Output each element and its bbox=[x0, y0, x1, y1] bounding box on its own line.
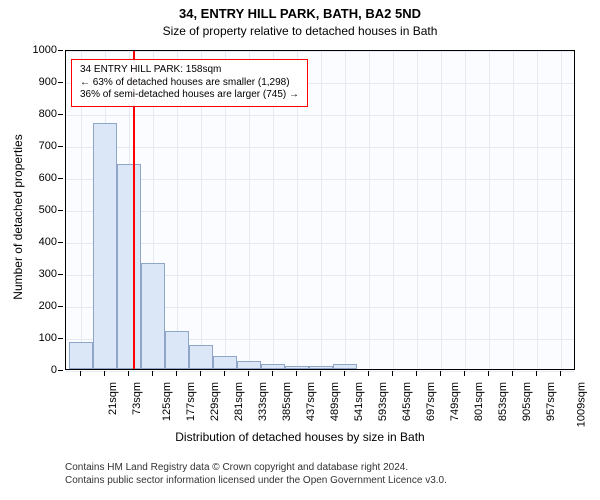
x-tick-mark bbox=[368, 371, 369, 376]
gridline-vertical bbox=[417, 51, 418, 369]
histogram-bar bbox=[141, 263, 165, 369]
x-tick-mark bbox=[152, 371, 153, 376]
chart-title-sub: Size of property relative to detached ho… bbox=[0, 24, 600, 38]
x-tick-label: 801sqm bbox=[473, 382, 485, 421]
gridline-vertical bbox=[345, 51, 346, 369]
x-tick-label: 125sqm bbox=[161, 382, 173, 421]
x-tick-mark bbox=[440, 371, 441, 376]
x-tick-label: 21sqm bbox=[107, 382, 119, 415]
x-tick-mark bbox=[296, 371, 297, 376]
plot-area: 34 ENTRY HILL PARK: 158sqm← 63% of detac… bbox=[65, 50, 575, 370]
y-tick-label: 300 bbox=[0, 268, 57, 280]
gridline-horizontal bbox=[66, 243, 574, 244]
x-tick-label: 957sqm bbox=[545, 382, 557, 421]
histogram-bar bbox=[117, 164, 141, 369]
x-tick-mark bbox=[80, 371, 81, 376]
x-tick-label: 1009sqm bbox=[575, 382, 587, 427]
footer-line-2: Contains public sector information licen… bbox=[65, 475, 600, 488]
x-tick-label: 437sqm bbox=[305, 382, 317, 421]
x-tick-label: 905sqm bbox=[521, 382, 533, 421]
annotation-box: 34 ENTRY HILL PARK: 158sqm← 63% of detac… bbox=[71, 59, 308, 107]
annotation-line-3: 36% of semi-detached houses are larger (… bbox=[80, 89, 299, 102]
y-axis-label: Number of detached properties bbox=[11, 57, 25, 377]
x-tick-mark bbox=[344, 371, 345, 376]
gridline-horizontal bbox=[66, 51, 574, 52]
histogram-bar bbox=[309, 366, 333, 369]
gridline-vertical bbox=[393, 51, 394, 369]
x-tick-label: 177sqm bbox=[185, 382, 197, 421]
x-tick-label: 541sqm bbox=[353, 382, 365, 421]
y-tick-label: 100 bbox=[0, 332, 57, 344]
x-tick-mark bbox=[104, 371, 105, 376]
x-tick-label: 749sqm bbox=[449, 382, 461, 421]
histogram-bar bbox=[93, 123, 117, 369]
annotation-line-1: 34 ENTRY HILL PARK: 158sqm bbox=[80, 64, 299, 77]
x-tick-mark bbox=[488, 371, 489, 376]
y-tick-label: 500 bbox=[0, 204, 57, 216]
y-tick-label: 700 bbox=[0, 140, 57, 152]
x-tick-mark bbox=[536, 371, 537, 376]
x-tick-label: 489sqm bbox=[329, 382, 341, 421]
footer-attribution: Contains HM Land Registry data © Crown c… bbox=[0, 462, 600, 487]
x-tick-mark bbox=[320, 371, 321, 376]
x-tick-mark bbox=[248, 371, 249, 376]
x-axis-label: Distribution of detached houses by size … bbox=[0, 430, 600, 444]
annotation-line-2: ← 63% of detached houses are smaller (1,… bbox=[80, 77, 299, 90]
gridline-vertical bbox=[369, 51, 370, 369]
histogram-bar bbox=[261, 364, 285, 369]
histogram-bar bbox=[189, 345, 213, 369]
chart-container: 34, ENTRY HILL PARK, BATH, BA2 5ND Size … bbox=[0, 0, 600, 500]
y-tick-label: 800 bbox=[0, 108, 57, 120]
x-tick-label: 645sqm bbox=[401, 382, 413, 421]
x-tick-label: 333sqm bbox=[257, 382, 269, 421]
x-tick-mark bbox=[272, 371, 273, 376]
gridline-horizontal bbox=[66, 211, 574, 212]
gridline-vertical bbox=[489, 51, 490, 369]
histogram-bar bbox=[285, 366, 309, 369]
x-tick-mark bbox=[416, 371, 417, 376]
x-tick-label: 73sqm bbox=[131, 382, 143, 415]
x-tick-mark bbox=[224, 371, 225, 376]
gridline-vertical bbox=[561, 51, 562, 369]
x-tick-mark bbox=[128, 371, 129, 376]
footer-line-1: Contains HM Land Registry data © Crown c… bbox=[65, 462, 600, 475]
x-tick-mark bbox=[176, 371, 177, 376]
gridline-horizontal bbox=[66, 115, 574, 116]
x-tick-label: 229sqm bbox=[209, 382, 221, 421]
y-tick-label: 400 bbox=[0, 236, 57, 248]
gridline-vertical bbox=[465, 51, 466, 369]
gridline-vertical bbox=[513, 51, 514, 369]
gridline-vertical bbox=[441, 51, 442, 369]
histogram-bar bbox=[237, 361, 261, 369]
gridline-horizontal bbox=[66, 147, 574, 148]
y-tick-label: 1000 bbox=[0, 44, 57, 56]
x-tick-mark bbox=[560, 371, 561, 376]
chart-title-main: 34, ENTRY HILL PARK, BATH, BA2 5ND bbox=[0, 6, 600, 21]
x-tick-mark bbox=[200, 371, 201, 376]
y-tick-label: 600 bbox=[0, 172, 57, 184]
x-tick-label: 385sqm bbox=[281, 382, 293, 421]
x-tick-label: 853sqm bbox=[497, 382, 509, 421]
histogram-bar bbox=[333, 364, 357, 369]
histogram-bar bbox=[165, 331, 189, 369]
gridline-vertical bbox=[321, 51, 322, 369]
x-tick-label: 281sqm bbox=[233, 382, 245, 421]
y-tick-label: 0 bbox=[0, 364, 57, 376]
x-tick-label: 593sqm bbox=[377, 382, 389, 421]
gridline-horizontal bbox=[66, 179, 574, 180]
histogram-bar bbox=[213, 356, 237, 369]
x-tick-mark bbox=[464, 371, 465, 376]
gridline-vertical bbox=[537, 51, 538, 369]
histogram-bar bbox=[69, 342, 93, 369]
x-tick-label: 697sqm bbox=[425, 382, 437, 421]
x-tick-mark bbox=[392, 371, 393, 376]
y-tick-label: 900 bbox=[0, 76, 57, 88]
x-tick-mark bbox=[512, 371, 513, 376]
y-tick-label: 200 bbox=[0, 300, 57, 312]
